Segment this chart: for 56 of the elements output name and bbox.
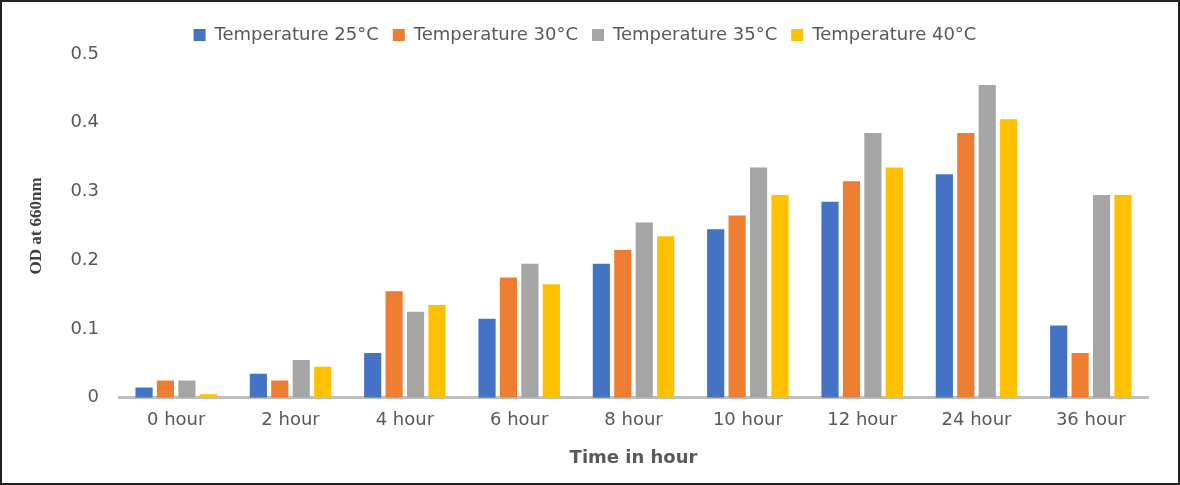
y-tick-label: 0 [87,385,100,407]
y-tick-label: 0.5 [70,41,100,63]
bar [728,215,746,398]
legend-label: Temperature 30°C [412,22,578,44]
bar [314,366,332,398]
x-tick-label: 0 hour [146,408,206,430]
y-axis-title: OD at 660nm [25,177,45,275]
bar [499,277,518,398]
bar [592,263,610,398]
x-tick-label: 24 hour [941,408,1013,430]
bar [1000,119,1018,398]
x-tick-label: 36 hour [1055,408,1127,430]
x-tick-label: 8 hour [604,408,664,430]
bar [364,353,382,398]
bar [521,263,539,398]
bar [749,167,768,398]
bar [864,133,882,398]
bar [821,201,839,398]
bar [478,318,496,398]
bar [1050,325,1068,398]
x-axis-title: Time in hour [569,445,698,467]
x-tick-label: 10 hour [712,408,784,430]
bar [978,84,996,398]
legend-label: Temperature 35°C [612,22,778,44]
bar [156,380,175,398]
bar [249,373,267,398]
bar [635,222,653,398]
bar [542,284,560,398]
bar [292,359,310,398]
bar [385,291,403,398]
y-tick-label: 0.1 [70,316,100,338]
x-tick-label: 2 hour [261,408,321,430]
x-tick-label: 6 hour [489,408,549,430]
bar [771,194,789,398]
bar [1092,194,1111,398]
bar [657,236,675,398]
legend-label: Temperature 25°C [213,22,379,44]
bar [1114,194,1132,398]
y-tick-label: 0.3 [70,179,100,201]
y-tick-label: 0.4 [70,110,100,132]
bar [842,181,861,398]
bar [935,174,953,398]
bar [957,133,975,398]
bar [428,304,446,398]
bar [614,249,632,398]
y-tick-label: 0.2 [70,247,100,269]
bar [407,311,425,398]
x-tick-label: 12 hour [827,408,898,430]
legend-label: Temperature 40°C [811,22,977,44]
bar [178,380,196,398]
bar [135,387,153,398]
bar [1071,353,1089,398]
bar [885,167,903,398]
bar [271,380,289,398]
bar [707,229,725,398]
x-tick-label: 4 hour [375,408,435,430]
